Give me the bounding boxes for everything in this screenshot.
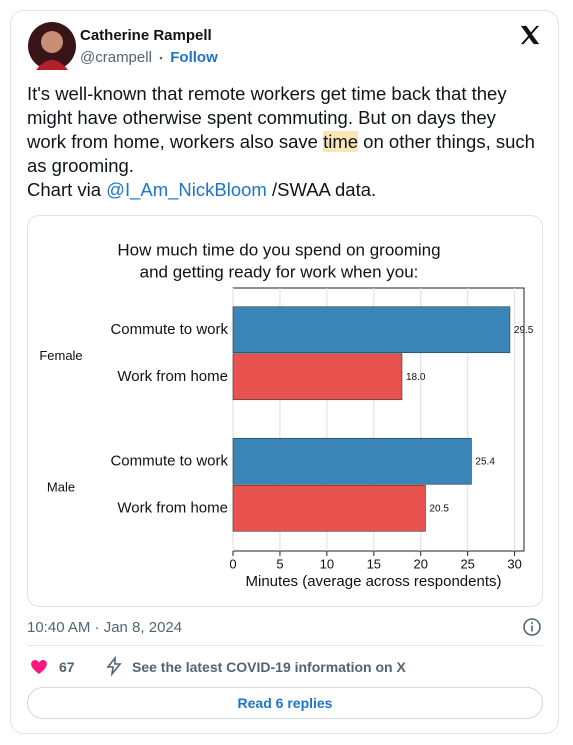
- chart-title: How much time do you spend on grooming: [117, 240, 440, 259]
- category-label: Commute to work: [110, 453, 228, 470]
- text: Chart via: [27, 179, 107, 200]
- handle[interactable]: @crampell: [80, 49, 152, 66]
- mention[interactable]: @I_Am_NickBloom: [106, 179, 267, 200]
- x-tick-label: 30: [507, 556, 521, 571]
- bar: [232, 437, 472, 485]
- x-tick-label: 5: [276, 556, 283, 571]
- x-tick-label: 10: [320, 556, 334, 571]
- bar: [232, 353, 403, 401]
- x-logo[interactable]: [519, 24, 541, 46]
- x-tick-label: 25: [460, 556, 474, 571]
- separator: [159, 56, 163, 60]
- covid-icon[interactable]: [104, 656, 124, 676]
- divider: [27, 645, 543, 646]
- chart-title: and getting ready for work when you:: [140, 262, 419, 281]
- category-label: Commute to work: [110, 321, 228, 338]
- x-axis-label: Minutes (average across respondents): [246, 573, 502, 590]
- like-count: 67: [59, 659, 75, 675]
- info-icon[interactable]: [522, 617, 542, 637]
- x-tick-label: 20: [414, 556, 428, 571]
- text: /SWAA data.: [266, 179, 377, 200]
- group-label: Male: [47, 480, 75, 495]
- category-label: Work from home: [117, 368, 228, 385]
- value-label: 29.5: [514, 325, 534, 336]
- value-label: 18.0: [406, 372, 426, 383]
- tweet-text: It's well-known that remote workers get …: [27, 82, 537, 202]
- bar: [232, 306, 511, 354]
- highlight: time: [323, 131, 359, 152]
- tweet-card: [10, 10, 559, 734]
- x-tick-label: 15: [367, 556, 381, 571]
- media[interactable]: How much time do you spend on grooming an…: [27, 215, 543, 607]
- avatar[interactable]: [28, 22, 76, 70]
- author-name[interactable]: Catherine Rampell: [80, 27, 212, 44]
- value-label: 25.4: [475, 456, 495, 467]
- like-icon[interactable]: [29, 657, 49, 677]
- bar: [232, 484, 426, 532]
- x-tick-label: 0: [229, 556, 236, 571]
- text: It's well-known that remote workers get …: [27, 83, 507, 152]
- value-label: 20.5: [429, 503, 449, 514]
- follow-button[interactable]: Follow: [170, 49, 218, 66]
- category-label: Work from home: [117, 500, 228, 517]
- chart: How much time do you spend on grooming an…: [39, 240, 534, 590]
- timestamp[interactable]: 10:40 AM · Jan 8, 2024: [27, 619, 183, 636]
- group-label: Female: [39, 348, 82, 363]
- text: on other things, such as grooming.: [27, 131, 535, 176]
- author-line: @crampell Follow: [80, 49, 218, 66]
- read-replies-button[interactable]: Read 6 replies: [27, 687, 543, 719]
- covid-link[interactable]: See the latest COVID-19 information on X: [132, 659, 406, 675]
